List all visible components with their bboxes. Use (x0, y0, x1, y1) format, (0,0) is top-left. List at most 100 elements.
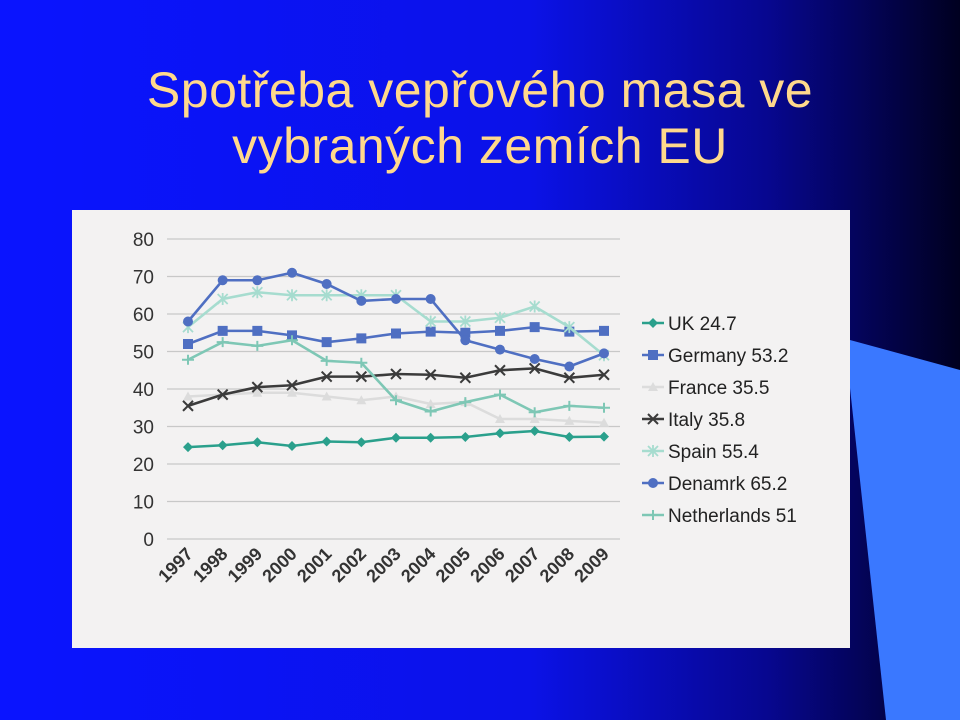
x-tick-label: 2007 (501, 544, 543, 586)
data-point (183, 316, 193, 327)
data-point (287, 267, 297, 278)
data-point (564, 361, 575, 372)
data-point (217, 440, 228, 451)
data-point (355, 357, 368, 368)
legend-marker (648, 478, 658, 488)
data-point (495, 325, 505, 336)
x-tick-label: 2004 (397, 544, 439, 586)
legend-marker (647, 413, 659, 425)
data-point (460, 327, 471, 338)
data-point (425, 315, 437, 328)
data-point (286, 379, 298, 391)
data-point (356, 333, 367, 344)
data-point (252, 437, 263, 448)
data-point (217, 293, 229, 305)
decorative-wedge-shape (850, 340, 960, 720)
data-point (183, 391, 193, 401)
data-point (459, 372, 472, 384)
data-point (321, 289, 333, 302)
x-tick-label: 1998 (189, 544, 231, 586)
x-tick-label: 2000 (258, 544, 300, 586)
data-point (598, 369, 610, 381)
data-point (321, 279, 332, 289)
line-chart: 0102030405060708019971998199920002001200… (133, 230, 797, 586)
data-point (217, 325, 228, 336)
x-tick-label: 2005 (432, 544, 474, 586)
x-tick-label: 2001 (293, 544, 335, 586)
data-point (321, 337, 332, 348)
data-point (391, 328, 401, 339)
y-tick-label: 70 (133, 268, 154, 289)
data-point (495, 414, 505, 423)
data-point (286, 289, 298, 302)
data-point (494, 389, 506, 400)
x-tick-label: 2002 (328, 544, 370, 586)
y-tick-label: 10 (133, 493, 154, 514)
data-point (564, 432, 575, 442)
legend-marker (647, 510, 659, 520)
slide-title: Spotřeba vepřového masa ve vybraných zem… (0, 62, 960, 174)
x-tick-label: 2008 (536, 544, 578, 586)
data-point (495, 428, 505, 439)
data-point (216, 388, 229, 401)
x-tick-label: 2003 (362, 544, 404, 586)
y-tick-label: 20 (133, 455, 154, 476)
legend-marker (648, 318, 658, 328)
x-tick-label: 1997 (154, 544, 196, 586)
data-point (251, 286, 263, 299)
data-point (321, 391, 332, 401)
data-point (252, 387, 263, 397)
data-point (321, 436, 332, 447)
data-point (287, 387, 297, 397)
data-point (252, 325, 263, 336)
data-point (251, 340, 264, 351)
data-point (390, 368, 402, 380)
legend-marker (648, 350, 658, 360)
x-tick-label: 1999 (224, 544, 266, 586)
data-point (425, 326, 436, 337)
decorative-wedge (850, 340, 960, 720)
data-point (425, 399, 436, 408)
data-point (598, 402, 610, 413)
data-point (391, 432, 401, 443)
data-point (183, 339, 193, 349)
data-point (425, 294, 436, 304)
data-point (599, 348, 609, 359)
legend-label: UK 24.7 (668, 314, 737, 335)
data-point (356, 395, 367, 405)
data-point (599, 325, 609, 336)
data-point (495, 344, 505, 355)
data-point (182, 354, 194, 365)
data-point (529, 414, 540, 423)
data-point (425, 432, 436, 443)
data-point (355, 370, 368, 383)
data-point (424, 369, 437, 381)
data-point (529, 300, 541, 313)
data-point (320, 370, 333, 383)
data-point (216, 337, 229, 348)
data-point (320, 355, 333, 366)
data-point (529, 322, 540, 333)
data-point (459, 315, 471, 328)
legend-label: Germany 53.2 (668, 346, 788, 367)
y-tick-label: 30 (133, 418, 154, 439)
data-point (563, 400, 576, 411)
legend-label: Denamrk 65.2 (668, 474, 787, 495)
slide-title-line-2: vybraných zemích EU (232, 118, 728, 174)
data-point (459, 397, 472, 408)
data-point (286, 335, 298, 346)
data-point (494, 311, 506, 324)
data-point (252, 275, 263, 286)
data-point (529, 426, 540, 436)
series-line-5 (187, 271, 605, 368)
data-point (424, 406, 437, 417)
legend-label: Italy 35.8 (668, 410, 745, 431)
legend-label: France 35.5 (668, 378, 769, 399)
data-point (563, 321, 575, 334)
data-point (563, 372, 576, 384)
chart-panel: 0 10 20 30 40 50 60 70 80 1997 1998 1999 2000 2001 200… (72, 210, 850, 648)
data-point (494, 364, 506, 376)
x-tick-label: 2009 (570, 544, 612, 586)
y-tick-label: 0 (143, 530, 154, 551)
x-tick-label: 2006 (466, 544, 508, 586)
